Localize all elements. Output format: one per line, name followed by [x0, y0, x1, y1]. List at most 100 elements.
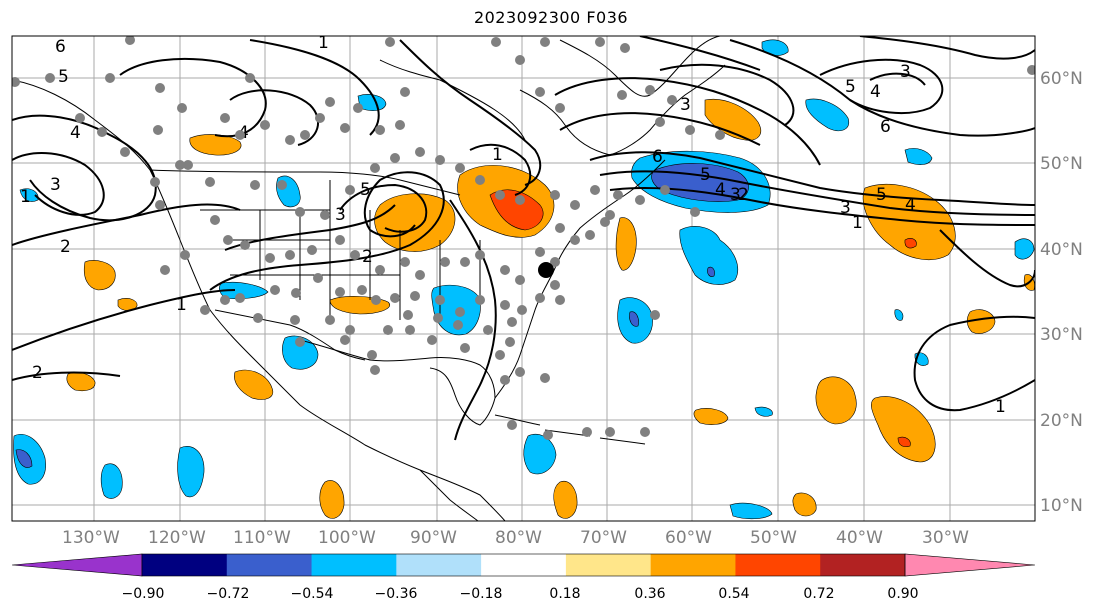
- longitude-label: 110°W: [233, 528, 291, 548]
- colorbar-segment: [565, 554, 652, 576]
- contour-line: [12, 203, 241, 246]
- station-marker: [570, 235, 580, 245]
- station-marker: [400, 257, 410, 267]
- station-marker: [555, 295, 565, 305]
- station-marker: [353, 103, 363, 113]
- moderate-negative-anomaly-area: [707, 266, 715, 277]
- station-marker: [617, 90, 627, 100]
- negative-anomaly-area: [282, 335, 319, 370]
- station-marker: [183, 160, 193, 170]
- contour-label: 3: [840, 198, 851, 218]
- colorbar-segment: [481, 554, 567, 576]
- latitude-label: 20°N: [1040, 411, 1083, 431]
- station-marker: [370, 365, 380, 375]
- contour-line: [729, 39, 1035, 137]
- contour-line: [229, 89, 320, 146]
- station-marker: [507, 420, 517, 430]
- contour-line: [659, 63, 795, 126]
- station-marker: [295, 207, 305, 217]
- negative-anomaly-area: [754, 406, 773, 417]
- station-marker: [277, 180, 287, 190]
- station-marker: [235, 130, 245, 140]
- station-marker: [313, 273, 323, 283]
- station-marker: [205, 177, 215, 187]
- contour-label: 1: [20, 187, 31, 207]
- station-marker: [325, 315, 335, 325]
- station-marker: [435, 295, 445, 305]
- station-marker: [582, 427, 592, 437]
- station-marker: [543, 430, 553, 440]
- station-marker: [290, 315, 300, 325]
- positive-anomaly-area: [815, 376, 857, 425]
- positive-anomaly-area: [693, 408, 729, 425]
- station-marker: [620, 43, 630, 53]
- station-marker: [605, 427, 615, 437]
- colorbar-tick-label: −0.36: [375, 586, 418, 602]
- station-marker: [291, 288, 301, 298]
- contour-label: 5: [360, 180, 371, 200]
- station-marker: [535, 247, 545, 257]
- longitude-label: 130°W: [62, 528, 120, 548]
- station-marker: [160, 265, 170, 275]
- station-marker: [517, 305, 527, 315]
- station-marker: [155, 83, 165, 93]
- contour-label: 1: [492, 145, 503, 165]
- colorbar-frame: [141, 553, 906, 577]
- station-marker: [375, 125, 385, 135]
- station-marker: [285, 135, 295, 145]
- contour-label: 4: [870, 82, 881, 102]
- station-marker: [307, 245, 317, 255]
- contour-label: 1: [852, 213, 863, 233]
- longitude-label: 80°W: [495, 528, 542, 548]
- contour-line: [939, 229, 1035, 288]
- station-marker: [335, 235, 345, 245]
- station-marker: [550, 257, 560, 267]
- station-marker: [220, 113, 230, 123]
- station-marker: [550, 190, 560, 200]
- station-marker: [120, 147, 130, 157]
- contour-label: 2: [362, 247, 373, 267]
- positive-anomaly-area: [117, 298, 138, 311]
- station-marker: [125, 36, 135, 45]
- negative-anomaly-area: [729, 502, 773, 520]
- station-marker: [555, 103, 565, 113]
- station-marker: [265, 253, 275, 263]
- moderate-negative-anomaly-area: [15, 449, 33, 468]
- positive-anomaly-area: [862, 183, 956, 261]
- contour-line: [639, 36, 761, 71]
- station-marker: [367, 350, 377, 360]
- station-marker: [177, 103, 187, 113]
- station-marker: [240, 240, 250, 250]
- contour-label: 3: [50, 175, 61, 195]
- station-marker: [295, 337, 305, 347]
- longitude-label: 30°W: [922, 528, 969, 548]
- colorbar-segment: [650, 554, 736, 576]
- positive-anomaly-area: [870, 396, 936, 463]
- colorbar-tick-label: −0.18: [460, 586, 503, 602]
- contour-label: 3: [335, 205, 346, 225]
- map-frame: [11, 35, 1036, 522]
- strong-positive-anomaly-area: [489, 189, 544, 231]
- contour-label: 1: [318, 33, 329, 53]
- colorbar-tick-label: −0.54: [291, 586, 334, 602]
- station-marker: [515, 55, 525, 65]
- hudson-bay-coastline: [379, 59, 526, 141]
- station-marker: [515, 275, 525, 285]
- height-contours: [12, 36, 1035, 441]
- colorbar-max-extension: [904, 553, 1036, 577]
- contour-label: 1: [176, 295, 187, 315]
- contour-line: [12, 114, 157, 222]
- negative-anomaly-area: [100, 463, 123, 499]
- latitude-label: 10°N: [1040, 496, 1083, 516]
- contour-label: 6: [880, 117, 891, 137]
- station-marker: [270, 285, 280, 295]
- central-america-coastline: [419, 469, 479, 521]
- east-coastline: [494, 159, 666, 399]
- station-marker: [690, 207, 700, 217]
- contour-label: 2: [32, 363, 43, 383]
- station-marker: [223, 235, 233, 245]
- station-marker: [415, 270, 425, 280]
- contour-label: 3: [900, 62, 911, 82]
- positive-anomaly-area: [553, 480, 578, 519]
- negative-anomaly-area: [177, 446, 205, 498]
